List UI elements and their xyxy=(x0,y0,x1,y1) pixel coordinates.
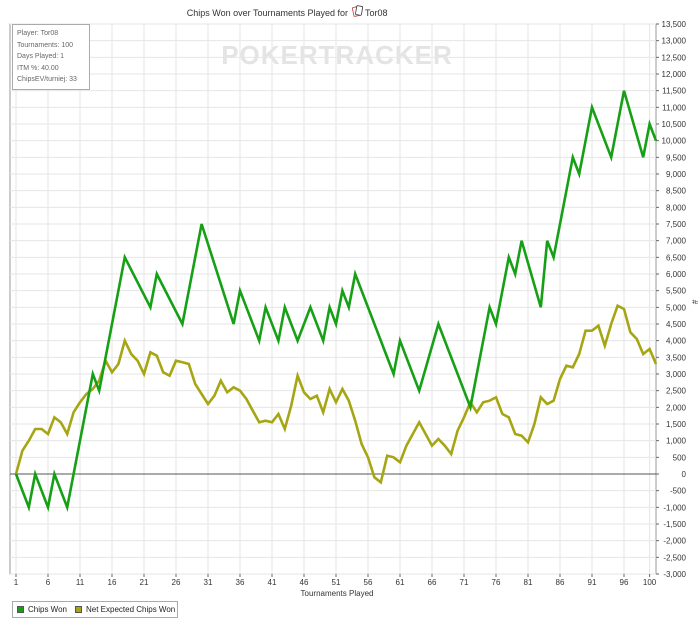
y-tick-label: 5,500 xyxy=(666,287,687,296)
x-tick-label: 86 xyxy=(556,578,565,587)
y-tick-label: 7,500 xyxy=(666,220,687,229)
legend-swatch-net-expected xyxy=(74,606,82,613)
y-tick-label: 3,000 xyxy=(666,370,687,379)
x-tick-label: 51 xyxy=(332,578,341,587)
player-stats-box: Player: Tor08 Tournaments: 100 Days Play… xyxy=(12,24,90,90)
y-tick-label: -1,500 xyxy=(663,520,686,529)
y-tick-label: 13,500 xyxy=(662,20,687,29)
y-tick-label: -3,000 xyxy=(663,570,686,579)
series-lines xyxy=(14,90,658,513)
cards-icon xyxy=(352,5,364,17)
x-tick-label: 71 xyxy=(460,578,469,587)
legend-item-net-expected[interactable]: Net Expected Chips Won xyxy=(74,605,176,614)
y-tick-label: 12,500 xyxy=(662,53,687,62)
x-tick-label: 56 xyxy=(364,578,373,587)
x-axis-label: Tournaments Played xyxy=(301,589,374,598)
y-tick-label: 2,500 xyxy=(666,387,687,396)
x-tick-label: 6 xyxy=(46,578,51,587)
stat-itm: ITM %: 40.00 xyxy=(17,64,59,72)
x-tick-label: 81 xyxy=(524,578,533,587)
y-tick-label: 11,000 xyxy=(662,103,686,112)
x-tick-label: 66 xyxy=(428,578,437,587)
x-tick-label: 11 xyxy=(76,578,85,587)
y-tick-label: 11,500 xyxy=(662,87,686,96)
y-tick-label: 4,500 xyxy=(666,320,687,329)
y-tick-label: 0 xyxy=(682,470,687,479)
y-tick-label: 10,000 xyxy=(662,137,687,146)
y-axis: -3,000 -2,500 -2,000 -1,500 -1,000 -500 0 500 1,… xyxy=(656,20,687,579)
series-line-net-expected-chips-won xyxy=(14,303,658,485)
x-tick-label: 21 xyxy=(140,578,149,587)
y-tick-label: 5,000 xyxy=(666,303,687,312)
y-tick-label: 10,500 xyxy=(662,120,687,129)
y-axis-label: # xyxy=(690,300,699,305)
stat-days-played: Days Played: 1 xyxy=(17,53,65,60)
chart-title: Chips Won over Tournaments Played for To… xyxy=(187,5,388,18)
legend: Chips Won Net Expected Chips Won xyxy=(12,601,178,618)
y-tick-label: 9,500 xyxy=(666,153,687,162)
y-tick-label: 3,500 xyxy=(666,353,687,362)
x-tick-label: 100 xyxy=(643,578,657,587)
x-tick-label: 61 xyxy=(396,578,405,587)
x-tick-label: 76 xyxy=(492,578,501,587)
x-tick-label: 36 xyxy=(236,578,245,587)
plot-frame xyxy=(9,23,657,575)
legend-item-chips-won[interactable]: Chips Won xyxy=(17,605,67,614)
x-tick-label: 46 xyxy=(300,578,309,587)
y-tick-label: -2,500 xyxy=(663,553,686,562)
y-tick-label: 500 xyxy=(673,453,687,462)
y-tick-label: 9,000 xyxy=(666,170,687,179)
x-tick-label: 16 xyxy=(108,578,117,587)
y-tick-label: 12,000 xyxy=(662,70,687,79)
x-tick-label: 1 xyxy=(14,578,19,587)
grid xyxy=(10,23,656,575)
y-tick-label: 1,500 xyxy=(666,420,687,429)
x-tick-label: 26 xyxy=(172,578,181,587)
y-tick-label: 13,000 xyxy=(662,37,687,46)
series-line-chips-won xyxy=(14,90,658,513)
x-tick-label: 96 xyxy=(620,578,629,587)
x-tick-label: 41 xyxy=(268,578,277,587)
x-tick-label: 31 xyxy=(204,578,213,587)
legend-swatch-chips-won xyxy=(17,606,24,613)
stat-player: Player: Tor08 xyxy=(17,30,59,37)
y-tick-label: 6,000 xyxy=(666,270,687,279)
legend-label-chips-won: Chips Won xyxy=(28,605,67,614)
y-tick-label: 2,000 xyxy=(666,403,687,412)
y-tick-label: -500 xyxy=(670,487,687,496)
y-tick-label: 8,500 xyxy=(666,187,687,196)
watermark-logo: POKERTRACKER xyxy=(221,40,453,70)
y-tick-label: 8,000 xyxy=(666,203,687,212)
y-tick-label: 4,000 xyxy=(666,337,687,346)
chart-title-player: Tor08 xyxy=(365,8,388,18)
legend-label-net-expected: Net Expected Chips Won xyxy=(85,605,176,614)
stat-tournaments: Tournaments: 100 xyxy=(17,41,74,49)
x-tick-label: 91 xyxy=(588,578,597,587)
stat-chipsev: ChipsEV/turniej: 33 xyxy=(17,76,77,83)
x-axis: 1 6 11 16 21 26 31 36 41 46 51 56 61 66 71 76 81 86 91 96 10… xyxy=(14,574,657,587)
y-tick-label: -2,000 xyxy=(663,537,686,546)
y-tick-label: -1,000 xyxy=(663,503,686,512)
y-tick-label: 6,500 xyxy=(666,253,687,262)
chart-title-text: Chips Won over Tournaments Played for xyxy=(187,8,348,18)
y-tick-label: 1,000 xyxy=(666,437,687,446)
y-tick-label: 7,000 xyxy=(666,237,687,246)
